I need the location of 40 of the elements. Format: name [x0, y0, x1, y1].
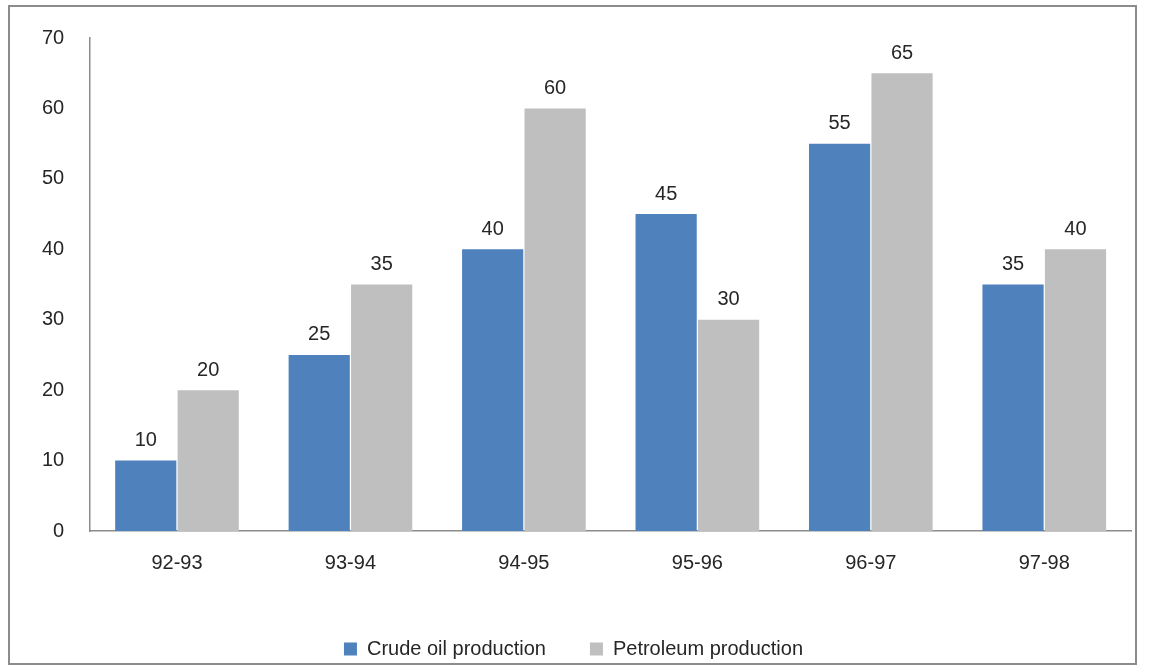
data-label: 40	[481, 216, 504, 239]
data-label: 55	[828, 111, 851, 134]
x-tick-label: 92-93	[151, 550, 203, 573]
y-tick-label: 30	[42, 307, 65, 330]
legend-label: Petroleum production	[612, 636, 804, 659]
bar	[524, 108, 586, 531]
y-tick-label: 50	[42, 166, 65, 189]
data-label: 10	[134, 428, 157, 451]
data-label: 60	[543, 75, 567, 98]
y-tick-label: 10	[42, 448, 65, 471]
bar	[177, 390, 239, 531]
x-tick-label: 96-97	[845, 550, 897, 573]
data-label: 45	[655, 181, 678, 204]
bar	[115, 460, 177, 531]
bar	[697, 319, 760, 531]
legend-label: Crude oil production	[366, 636, 546, 659]
data-label: 40	[1064, 216, 1087, 239]
x-tick-label: 95-96	[671, 550, 723, 573]
data-label: 65	[890, 40, 914, 63]
y-tick-label: 40	[42, 236, 65, 259]
data-label: 25	[308, 322, 331, 345]
bar	[288, 354, 350, 531]
x-tick-label: 94-95	[498, 550, 550, 573]
data-label: 30	[717, 287, 740, 310]
y-tick-label: 60	[42, 95, 65, 118]
bar	[808, 143, 871, 531]
data-label: 20	[197, 357, 220, 380]
y-tick-label: 0	[53, 518, 65, 541]
x-tick-label: 93-94	[324, 550, 377, 573]
data-label: 35	[1001, 252, 1025, 275]
y-tick-label: 20	[42, 377, 65, 400]
y-tick-label: 70	[42, 25, 65, 48]
data-label: 35	[370, 252, 393, 275]
bar	[871, 73, 933, 531]
bar	[462, 249, 524, 531]
bar	[351, 284, 413, 531]
x-tick-label: 97-98	[1018, 550, 1070, 573]
bar	[982, 284, 1044, 531]
bar	[1044, 249, 1107, 531]
bar	[635, 214, 697, 531]
